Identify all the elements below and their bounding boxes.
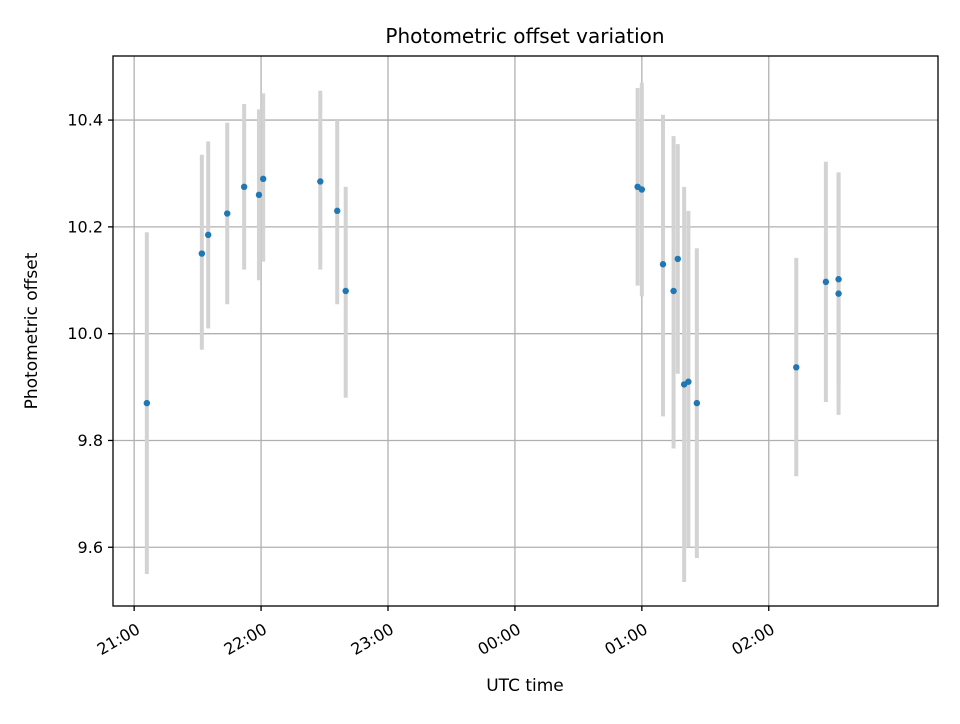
data-point — [674, 255, 682, 263]
y-tick-label: 9.6 — [78, 538, 103, 557]
data-point — [693, 399, 701, 407]
data-point — [204, 231, 212, 239]
data-point — [334, 207, 341, 215]
data-point — [835, 276, 842, 283]
x-axis-label: UTC time — [486, 676, 564, 696]
data-point — [143, 399, 151, 407]
y-axis-label: Photometric offset — [22, 252, 42, 409]
data-point — [198, 250, 206, 257]
data-point — [240, 183, 248, 191]
y-tick-label: 10.4 — [67, 111, 103, 130]
y-tick-label: 9.8 — [78, 431, 103, 450]
y-axis-ticks: 9.6 9.8 10.0 10.2 10.4 — [67, 111, 113, 557]
chart-title: Photometric offset variation — [385, 24, 664, 48]
data-point — [224, 210, 231, 217]
data-point — [659, 261, 667, 268]
data-point — [317, 178, 324, 185]
plot-frame — [112, 55, 939, 607]
data-point — [822, 278, 830, 286]
data-point — [259, 175, 267, 183]
y-tick-label: 10.2 — [67, 217, 103, 236]
data-point — [685, 378, 692, 385]
y-tick-label: 10.0 — [67, 324, 103, 343]
data-point — [638, 186, 646, 193]
grid-lines — [113, 56, 938, 606]
data-point — [670, 287, 677, 295]
data-point — [835, 290, 842, 297]
data-point — [793, 364, 800, 371]
data-points — [143, 175, 842, 407]
data-point — [342, 287, 349, 295]
data-point — [255, 191, 263, 199]
